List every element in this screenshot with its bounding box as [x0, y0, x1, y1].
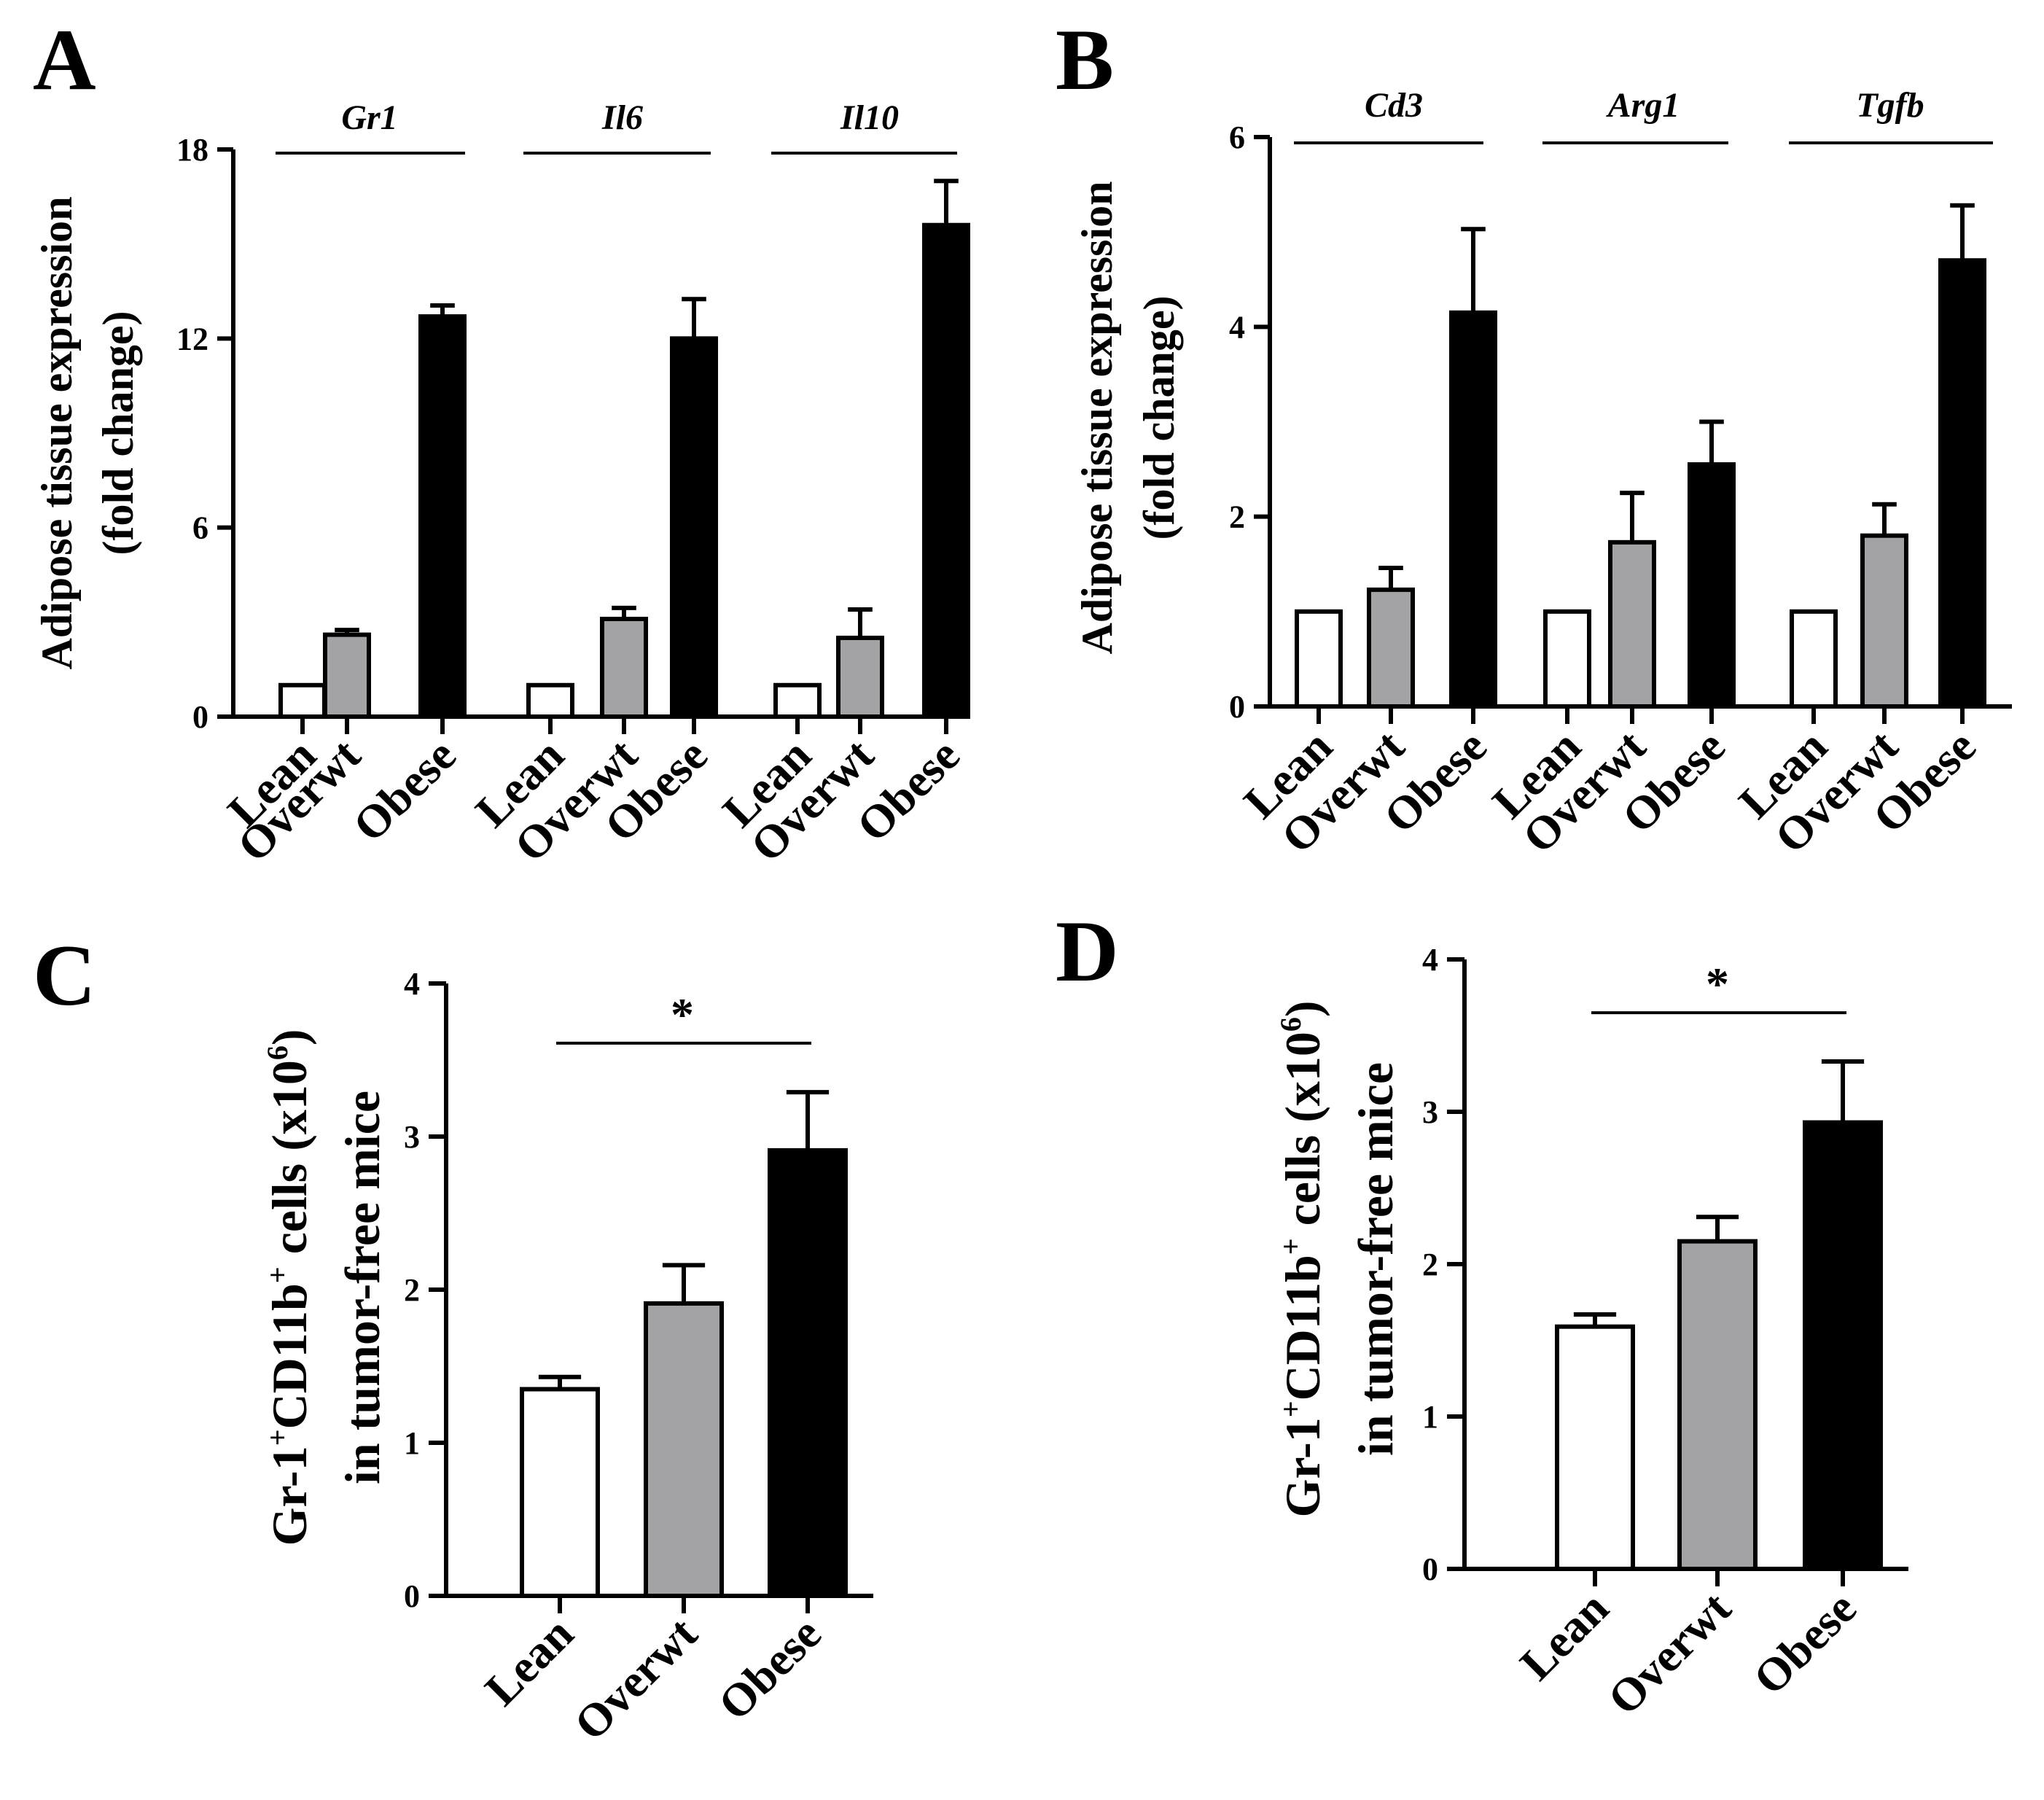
panel-a-y-ticks: 0 6 12 18 — [176, 132, 233, 735]
panel-c-y-ticks: 0 1 2 3 4 — [404, 966, 446, 1614]
category-label: Lean — [475, 1608, 583, 1715]
panel-b-gene-labels: Cd3 Arg1 Tgfb — [1294, 86, 1993, 144]
bar-overwt-il10 — [836, 635, 884, 720]
y-tick-label: 4 — [404, 966, 420, 1002]
y-tick-label: 2 — [1229, 499, 1245, 535]
y-tick-label: 4 — [1422, 942, 1438, 978]
panel-c-ylabel: Gr-1+CD11b+ cells (x106) in tumor-free m… — [261, 1029, 390, 1546]
bar-obese — [768, 1148, 848, 1598]
panel-d: D Gr-1+CD11b+ cells (x106) in tumor-free… — [1056, 903, 1908, 1725]
bar-obese-il10 — [922, 222, 970, 719]
y-tick-label: 0 — [1229, 689, 1245, 725]
panel-b-y-ticks: 0 2 4 6 — [1229, 120, 1270, 725]
category-label: Overwt — [564, 1607, 707, 1750]
panel-b-ylabel: Adipose tissue expression (fold change) — [1073, 182, 1183, 655]
bar-overwt — [1677, 1239, 1758, 1572]
panel-a-bars — [278, 179, 970, 720]
y-tick-label: 0 — [1422, 1551, 1438, 1587]
y-tick-label: 3 — [1422, 1094, 1438, 1130]
gene-label-arg1: Arg1 — [1606, 86, 1680, 125]
y-tick-label: 0 — [404, 1578, 420, 1614]
panel-b-category-labels: LeanOverwtObeseLeanOverwtObeseLeanOverwt… — [1234, 720, 1986, 862]
bar-obese — [1803, 1120, 1883, 1571]
category-label: Obese — [709, 1608, 831, 1730]
y-tick-label: 18 — [176, 132, 208, 168]
bar-obese-gr1 — [418, 314, 467, 720]
bar-obese-il6 — [670, 336, 718, 720]
bar-overwt-gr1 — [323, 632, 371, 719]
bar-lean-tgfb — [1790, 609, 1838, 709]
panel-d-ylabel: Gr-1+CD11b+ cells (x106) in tumor-free m… — [1274, 1001, 1403, 1518]
bar-lean-il10 — [773, 682, 822, 719]
y-tick-label: 12 — [176, 321, 208, 357]
bar-lean-gr1 — [278, 682, 327, 719]
bar-obese-cd3 — [1449, 310, 1497, 709]
panel-a-ylabel: Adipose tissue expression (fold change) — [33, 197, 142, 670]
y-tick-label: 3 — [404, 1119, 420, 1155]
category-label: Lean — [1510, 1582, 1618, 1690]
panel-b-bars — [1295, 203, 1986, 709]
bar-obese-tgfb — [1938, 258, 1986, 709]
y-tick-label: 1 — [1422, 1399, 1438, 1435]
panel-a-ylabel-line2: (fold change) — [94, 311, 142, 556]
gene-label-il10: Il10 — [840, 98, 899, 137]
panel-a: A Adipose tissue expression (fold change… — [33, 11, 970, 872]
y-tick-label: 2 — [1422, 1247, 1438, 1282]
bar-lean — [520, 1387, 600, 1598]
panel-c-ylabel-line2: in tumor-free mice — [335, 1091, 390, 1484]
panel-c: C Gr-1+CD11b+ cells (x106) in tumor-free… — [33, 927, 873, 1750]
bar-overwt-cd3 — [1367, 587, 1415, 709]
y-tick-label: 6 — [1229, 120, 1245, 155]
category-label: Overwt — [1598, 1581, 1741, 1724]
panel-c-ylabel-line1: Gr-1+CD11b+ cells (x106) — [261, 1029, 317, 1546]
bar-overwt-arg1 — [1608, 539, 1656, 709]
bar-overwt — [644, 1301, 724, 1599]
panel-d-ylabel-line1: Gr-1+CD11b+ cells (x106) — [1274, 1001, 1330, 1518]
panel-letter-c: C — [33, 927, 96, 1024]
panel-a-gene-labels: Gr1 Il6 Il10 — [276, 98, 957, 155]
bar-overwt-tgfb — [1860, 533, 1908, 709]
panel-letter-b: B — [1056, 11, 1114, 108]
bar-lean-arg1 — [1543, 609, 1591, 709]
bar-obese-arg1 — [1688, 462, 1736, 709]
gene-label-cd3: Cd3 — [1365, 86, 1423, 125]
gene-label-il6: Il6 — [601, 98, 643, 137]
panel-letter-d: D — [1056, 903, 1119, 1000]
bar-lean-cd3 — [1295, 609, 1343, 709]
y-tick-label: 0 — [192, 699, 208, 735]
category-label: Obese — [343, 729, 466, 852]
panel-d-significance: * — [1591, 958, 1846, 1015]
panel-b: B Adipose tissue expression (fold change… — [1056, 11, 2012, 863]
y-tick-label: 2 — [404, 1272, 420, 1308]
panel-c-bars — [520, 1090, 848, 1599]
bar-lean-il6 — [526, 682, 574, 719]
gene-label-tgfb: Tgfb — [1856, 86, 1924, 125]
significance-star: * — [671, 989, 694, 1040]
significance-star: * — [1706, 958, 1729, 1010]
panel-letter-a: A — [33, 11, 96, 108]
bar-overwt-il6 — [600, 617, 648, 719]
panel-b-ylabel-line1: Adipose tissue expression — [1073, 182, 1121, 655]
panel-d-bars — [1555, 1059, 1883, 1572]
panel-c-significance: * — [556, 989, 811, 1045]
bar-lean — [1555, 1324, 1635, 1571]
panel-b-ylabel-line2: (fold change) — [1135, 296, 1183, 540]
panel-d-ylabel-line2: in tumor-free mice — [1348, 1062, 1403, 1456]
category-label: Obese — [1744, 1582, 1866, 1704]
panel-d-y-ticks: 0 1 2 3 4 — [1422, 942, 1464, 1587]
y-tick-label: 4 — [1229, 309, 1245, 345]
y-tick-label: 1 — [404, 1425, 420, 1461]
panel-a-ylabel-line1: Adipose tissue expression — [33, 197, 81, 670]
gene-label-gr1: Gr1 — [341, 98, 397, 137]
y-tick-label: 6 — [192, 510, 208, 546]
